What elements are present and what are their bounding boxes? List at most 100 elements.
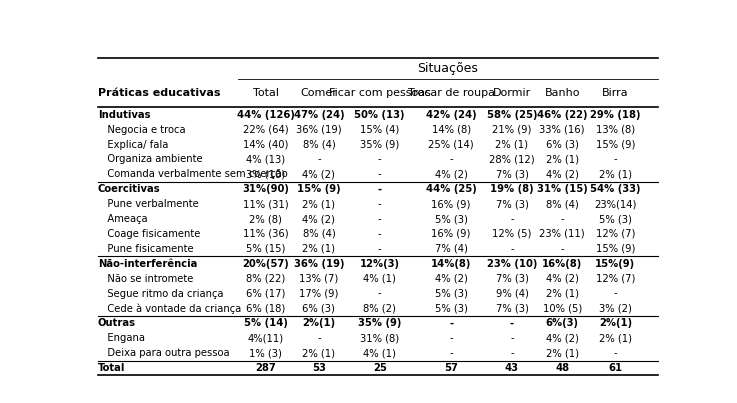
Text: 8% (2): 8% (2) <box>363 303 397 314</box>
Text: 31%(90): 31%(90) <box>242 184 289 194</box>
Text: 8% (4): 8% (4) <box>546 199 579 209</box>
Text: Indutivas: Indutivas <box>98 110 150 120</box>
Text: 15%(9): 15%(9) <box>595 259 635 269</box>
Text: 4% (1): 4% (1) <box>363 274 397 284</box>
Text: 12%(3): 12%(3) <box>360 259 399 269</box>
Text: 7% (3): 7% (3) <box>495 199 528 209</box>
Text: 16% (9): 16% (9) <box>431 229 471 239</box>
Text: 20%(57): 20%(57) <box>242 259 289 269</box>
Text: -: - <box>510 214 514 224</box>
Text: -: - <box>510 318 514 328</box>
Text: 2% (1): 2% (1) <box>545 289 579 299</box>
Text: Pune verbalmente: Pune verbalmente <box>98 199 198 209</box>
Text: 5% (3): 5% (3) <box>599 214 632 224</box>
Text: 7% (3): 7% (3) <box>495 274 528 284</box>
Text: 6% (18): 6% (18) <box>246 303 285 314</box>
Text: 23% (10): 23% (10) <box>486 259 537 269</box>
Text: 29% (18): 29% (18) <box>590 110 640 120</box>
Text: 57: 57 <box>444 363 458 373</box>
Text: 25: 25 <box>373 363 387 373</box>
Text: 7% (4): 7% (4) <box>435 244 467 254</box>
Text: 4% (13): 4% (13) <box>246 154 285 164</box>
Text: 4%(11): 4%(11) <box>248 333 284 343</box>
Text: 44% (126): 44% (126) <box>237 110 295 120</box>
Text: Cede à vontade da criança: Cede à vontade da criança <box>98 303 241 314</box>
Text: 8% (4): 8% (4) <box>302 229 335 239</box>
Text: 4% (2): 4% (2) <box>546 169 579 179</box>
Text: Birra: Birra <box>602 88 629 98</box>
Text: 46% (22): 46% (22) <box>537 110 587 120</box>
Text: Organiza ambiente: Organiza ambiente <box>98 154 203 164</box>
Text: 2% (1): 2% (1) <box>545 154 579 164</box>
Text: -: - <box>378 154 382 164</box>
Text: 23% (11): 23% (11) <box>539 229 585 239</box>
Text: 53: 53 <box>312 363 326 373</box>
Text: 42% (24): 42% (24) <box>426 110 476 120</box>
Text: -: - <box>510 348 514 358</box>
Text: 36% (19): 36% (19) <box>296 125 342 135</box>
Text: 4% (1): 4% (1) <box>363 348 397 358</box>
Text: Coercitivas: Coercitivas <box>98 184 161 194</box>
Text: 13% (8): 13% (8) <box>595 125 635 135</box>
Text: 14% (40): 14% (40) <box>243 139 288 150</box>
Text: 3% (2): 3% (2) <box>599 303 632 314</box>
Text: 2% (1): 2% (1) <box>302 244 335 254</box>
Text: -: - <box>378 289 382 299</box>
Text: 50% (13): 50% (13) <box>354 110 405 120</box>
Text: 11% (36): 11% (36) <box>243 229 289 239</box>
Text: 2% (8): 2% (8) <box>249 214 282 224</box>
Text: Não se intromete: Não se intromete <box>98 274 193 284</box>
Text: 2% (1): 2% (1) <box>302 199 335 209</box>
Text: -: - <box>450 348 453 358</box>
Text: 14% (8): 14% (8) <box>432 125 471 135</box>
Text: 15% (9): 15% (9) <box>595 139 635 150</box>
Text: 6% (17): 6% (17) <box>246 289 285 299</box>
Text: 12% (7): 12% (7) <box>595 229 635 239</box>
Text: 11% (31): 11% (31) <box>243 199 289 209</box>
Text: 61: 61 <box>608 363 622 373</box>
Text: 6%(3): 6%(3) <box>545 318 579 328</box>
Text: Pune fisicamente: Pune fisicamente <box>98 244 193 254</box>
Text: 2% (1): 2% (1) <box>599 333 632 343</box>
Text: 4% (2): 4% (2) <box>435 274 467 284</box>
Text: 7% (3): 7% (3) <box>495 303 528 314</box>
Text: Engana: Engana <box>98 333 145 343</box>
Text: 16%(8): 16%(8) <box>542 259 582 269</box>
Text: 7% (3): 7% (3) <box>495 169 528 179</box>
Text: 8% (22): 8% (22) <box>246 274 285 284</box>
Text: -: - <box>613 154 617 164</box>
Text: 2% (1): 2% (1) <box>599 169 632 179</box>
Text: -: - <box>378 244 382 254</box>
Text: 12% (5): 12% (5) <box>492 229 531 239</box>
Text: -: - <box>510 333 514 343</box>
Text: -: - <box>613 289 617 299</box>
Text: 35% (9): 35% (9) <box>358 318 402 328</box>
Text: Dormir: Dormir <box>493 88 531 98</box>
Text: Deixa para outra pessoa: Deixa para outra pessoa <box>98 348 229 358</box>
Text: -: - <box>378 214 382 224</box>
Text: 1% (3): 1% (3) <box>249 348 282 358</box>
Text: 23%(14): 23%(14) <box>594 199 637 209</box>
Text: 5% (3): 5% (3) <box>435 214 467 224</box>
Text: Comer: Comer <box>301 88 338 98</box>
Text: 4% (2): 4% (2) <box>546 333 579 343</box>
Text: 4% (2): 4% (2) <box>435 169 467 179</box>
Text: 4% (2): 4% (2) <box>546 274 579 284</box>
Text: 5% (14): 5% (14) <box>244 318 287 328</box>
Text: 4% (2): 4% (2) <box>302 214 335 224</box>
Text: 5% (3): 5% (3) <box>435 289 467 299</box>
Text: Não-interferência: Não-interferência <box>98 259 198 269</box>
Text: 36% (19): 36% (19) <box>293 259 344 269</box>
Text: -: - <box>317 333 321 343</box>
Text: -: - <box>377 184 382 194</box>
Text: 44% (25): 44% (25) <box>426 184 477 194</box>
Text: 22% (64): 22% (64) <box>243 125 289 135</box>
Text: 2% (1): 2% (1) <box>302 348 335 358</box>
Text: 6% (3): 6% (3) <box>302 303 335 314</box>
Text: 10% (5): 10% (5) <box>542 303 581 314</box>
Text: Situações: Situações <box>417 62 478 75</box>
Text: 5% (15): 5% (15) <box>246 244 285 254</box>
Text: -: - <box>317 154 321 164</box>
Text: 15% (9): 15% (9) <box>595 244 635 254</box>
Text: -: - <box>450 333 453 343</box>
